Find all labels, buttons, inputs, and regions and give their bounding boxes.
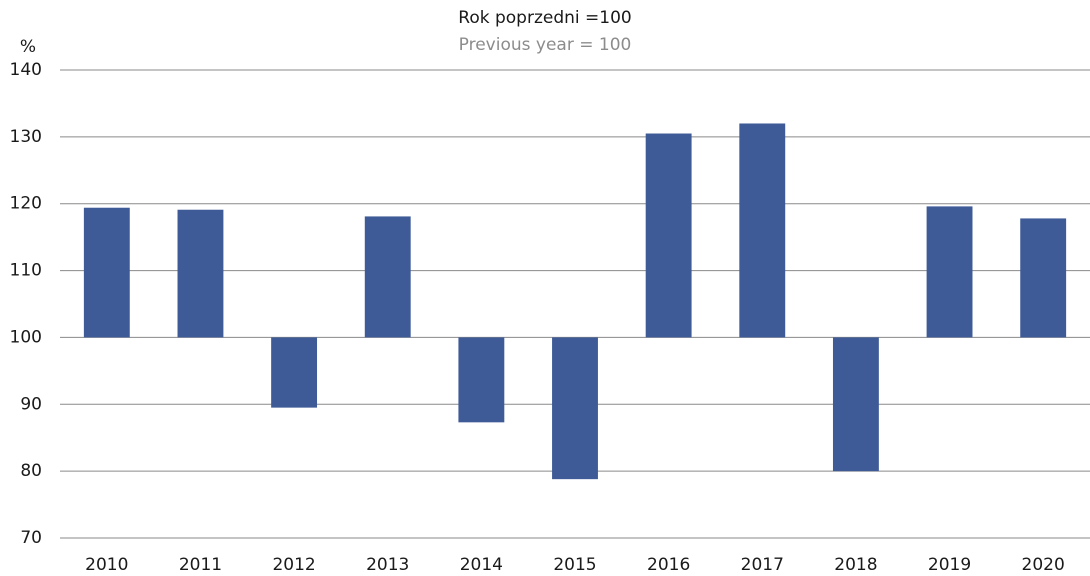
bar <box>83 207 130 338</box>
x-tick-label: 2018 <box>834 555 877 575</box>
bar <box>926 206 973 338</box>
y-tick-label: 90 <box>20 394 42 414</box>
y-axis-label: % <box>20 37 36 57</box>
x-tick-label: 2020 <box>1022 555 1065 575</box>
x-tick-label: 2016 <box>647 555 690 575</box>
chart-title: Rok poprzedni =100 <box>458 8 631 28</box>
bar <box>1020 218 1067 338</box>
bar <box>271 337 318 408</box>
y-tick-label: 140 <box>10 60 42 80</box>
x-tick-label: 2017 <box>741 555 784 575</box>
bar <box>832 337 879 472</box>
y-tick-label: 100 <box>10 327 42 347</box>
bar <box>364 216 411 338</box>
x-tick-label: 2019 <box>928 555 971 575</box>
y-tick-label: 70 <box>20 528 42 548</box>
bar <box>739 123 786 338</box>
bar <box>177 209 224 338</box>
x-tick-label: 2010 <box>85 555 128 575</box>
x-tick-label: 2013 <box>366 555 409 575</box>
y-tick-label: 110 <box>10 261 42 281</box>
bar <box>458 337 505 423</box>
chart-subtitle: Previous year = 100 <box>459 35 632 55</box>
x-tick-label: 2015 <box>553 555 596 575</box>
bar <box>552 337 598 480</box>
x-tick-label: 2012 <box>272 555 315 575</box>
y-tick-label: 80 <box>20 461 42 481</box>
bar <box>645 133 692 338</box>
x-tick-label: 2014 <box>460 555 503 575</box>
x-tick-label: 2011 <box>179 555 222 575</box>
y-tick-label: 130 <box>10 127 42 147</box>
y-tick-label: 120 <box>10 194 42 214</box>
